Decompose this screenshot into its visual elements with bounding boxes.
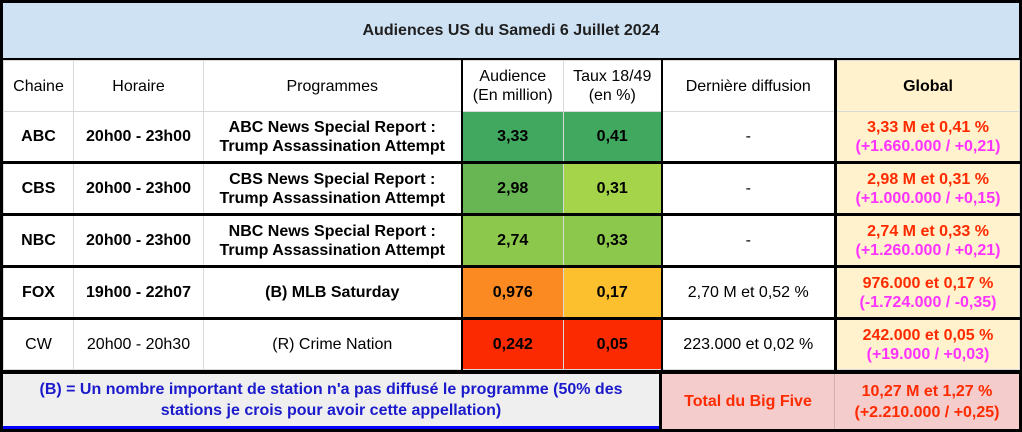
cell-audience: 0,976 xyxy=(460,265,564,319)
cell-derniere-diffusion: - xyxy=(661,111,836,163)
ratings-table: Chaine Horaire Programmes Audience (En m… xyxy=(3,60,1020,370)
cell-taux: 0,33 xyxy=(563,213,663,267)
cell-chaine: FOX xyxy=(3,265,74,319)
cell-horaire: 19h00 - 22h07 xyxy=(73,265,204,319)
cell-horaire: 20h00 - 23h00 xyxy=(73,213,204,267)
total-main: 10,27 M et 1,27 % xyxy=(861,382,993,400)
header-audience-line1: Audience xyxy=(479,68,547,85)
cell-audience: 2,74 xyxy=(460,213,564,267)
cell-programme: NBC News Special Report : Trump Assassina… xyxy=(203,213,462,267)
global-diff: (+19.000 / +0,03) xyxy=(866,345,990,363)
header-audience-line2: (En million) xyxy=(472,87,553,104)
header-row: Chaine Horaire Programmes Audience (En m… xyxy=(3,60,1020,112)
header-global: Global xyxy=(834,60,1020,112)
table-row: CW 20h00 - 20h30 (R) Crime Nation 0,242 0,05… xyxy=(3,317,1020,370)
cell-chaine: CBS xyxy=(3,161,74,215)
cell-horaire: 20h00 - 23h00 xyxy=(73,111,204,163)
programme-line1: ABC News Special Report : xyxy=(228,118,436,136)
programme-line1: CBS News Special Report : xyxy=(229,170,436,188)
cell-chaine: CW xyxy=(3,317,74,370)
programme-line2: Trump Assassination Attempt xyxy=(219,189,445,207)
total-diff: (+2.210.000 / +0,25) xyxy=(854,403,1000,421)
cell-programme: (R) Crime Nation xyxy=(203,317,462,370)
global-diff: (+1.000.000 / +0,15) xyxy=(855,189,1001,207)
table-row: ABC 20h00 - 23h00 ABC News Special Report … xyxy=(3,111,1020,163)
header-taux-line2: (en %) xyxy=(588,87,636,104)
table-footer: (B) = Un nombre important de station n'a… xyxy=(3,374,1019,429)
cell-taux: 0,31 xyxy=(563,161,663,215)
table-row: CBS 20h00 - 23h00 CBS News Special Report … xyxy=(3,161,1020,215)
cell-audience: 3,33 xyxy=(460,111,564,163)
cell-programme: (B) MLB Saturday xyxy=(203,265,462,319)
total-label: Total du Big Five xyxy=(662,374,835,429)
cell-derniere-diffusion: - xyxy=(661,161,836,215)
cell-chaine: ABC xyxy=(3,111,74,163)
header-derniere-diffusion: Dernière diffusion xyxy=(661,60,836,112)
cell-derniere-diffusion: 2,70 M et 0,52 % xyxy=(661,265,836,319)
header-taux-line1: Taux 18/49 xyxy=(573,68,652,85)
cell-global: 242.000 et 0,05 % (+19.000 / +0,03) xyxy=(834,317,1020,370)
programme-line1: (B) MLB Saturday xyxy=(265,284,400,301)
global-diff: (+1.260.000 / +0,21) xyxy=(855,241,1001,259)
footer-divider xyxy=(659,374,662,429)
table-row: FOX 19h00 - 22h07 (B) MLB Saturday 0,976 0,1… xyxy=(3,265,1020,319)
programme-line2: Trump Assassination Attempt xyxy=(219,241,445,259)
programme-line2: Trump Assassination Attempt xyxy=(219,137,445,155)
header-horaire: Horaire xyxy=(73,60,204,112)
cell-programme: ABC News Special Report : Trump Assassina… xyxy=(203,111,462,163)
header-audience: Audience (En million) xyxy=(460,60,564,112)
cell-audience: 2,98 xyxy=(460,161,564,215)
global-main: 976.000 et 0,17 % xyxy=(862,274,994,292)
global-main: 3,33 M et 0,41 % xyxy=(867,118,989,136)
cell-global: 2,74 M et 0,33 % (+1.260.000 / +0,21) xyxy=(834,213,1020,267)
global-diff: (+1.660.000 / +0,21) xyxy=(855,137,1001,155)
table-title: Audiences US du Samedi 6 Juillet 2024 xyxy=(3,3,1019,58)
global-main: 2,74 M et 0,33 % xyxy=(867,222,989,240)
global-diff: (-1.724.000 / -0,35) xyxy=(859,293,997,311)
header-taux: Taux 18/49 (en %) xyxy=(563,60,663,112)
header-programmes: Programmes xyxy=(203,60,462,112)
cell-audience: 0,242 xyxy=(460,317,564,370)
cell-taux: 0,17 xyxy=(563,265,663,319)
total-value: 10,27 M et 1,27 % (+2.210.000 / +0,25) xyxy=(835,374,1019,429)
header-chaine: Chaine xyxy=(3,60,74,112)
cell-horaire: 20h00 - 20h30 xyxy=(73,317,204,370)
global-main: 242.000 et 0,05 % xyxy=(862,326,994,344)
cell-programme: CBS News Special Report : Trump Assassina… xyxy=(203,161,462,215)
cell-global: 2,98 M et 0,31 % (+1.000.000 / +0,15) xyxy=(834,161,1020,215)
cell-global: 3,33 M et 0,41 % (+1.660.000 / +0,21) xyxy=(834,111,1020,163)
footnote-b: (B) = Un nombre important de station n'a… xyxy=(3,374,659,429)
cell-derniere-diffusion: - xyxy=(661,213,836,267)
global-main: 2,98 M et 0,31 % xyxy=(867,170,989,188)
programme-line1: NBC News Special Report : xyxy=(228,222,436,240)
cell-derniere-diffusion: 223.000 et 0,02 % xyxy=(661,317,836,370)
table-row: NBC 20h00 - 23h00 NBC News Special Report … xyxy=(3,213,1020,267)
programme-line1: (R) Crime Nation xyxy=(272,336,393,353)
cell-chaine: NBC xyxy=(3,213,74,267)
cell-global: 976.000 et 0,17 % (-1.724.000 / -0,35) xyxy=(834,265,1020,319)
cell-horaire: 20h00 - 23h00 xyxy=(73,161,204,215)
cell-taux: 0,41 xyxy=(563,111,663,163)
cell-taux: 0,05 xyxy=(563,317,663,370)
